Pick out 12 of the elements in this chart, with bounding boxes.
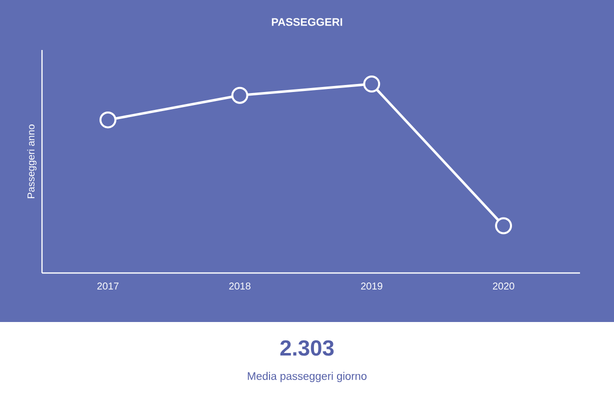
text: 2.303 (280, 340, 334, 356)
x-tick-label: 2019 (361, 282, 382, 290)
point (231, 86, 248, 104)
x-tick-label: 2017 (97, 282, 119, 290)
y-axis-title: Passeggeri anno (27, 124, 36, 198)
chart-title: PASSEGGERI (272, 18, 342, 26)
text: Media passeggeri giorno (248, 372, 367, 382)
x-tick-label: 2020 (492, 282, 514, 290)
point (495, 217, 512, 234)
point (363, 76, 380, 92)
x-tick-label: 2018 (229, 282, 250, 290)
point (99, 111, 116, 128)
